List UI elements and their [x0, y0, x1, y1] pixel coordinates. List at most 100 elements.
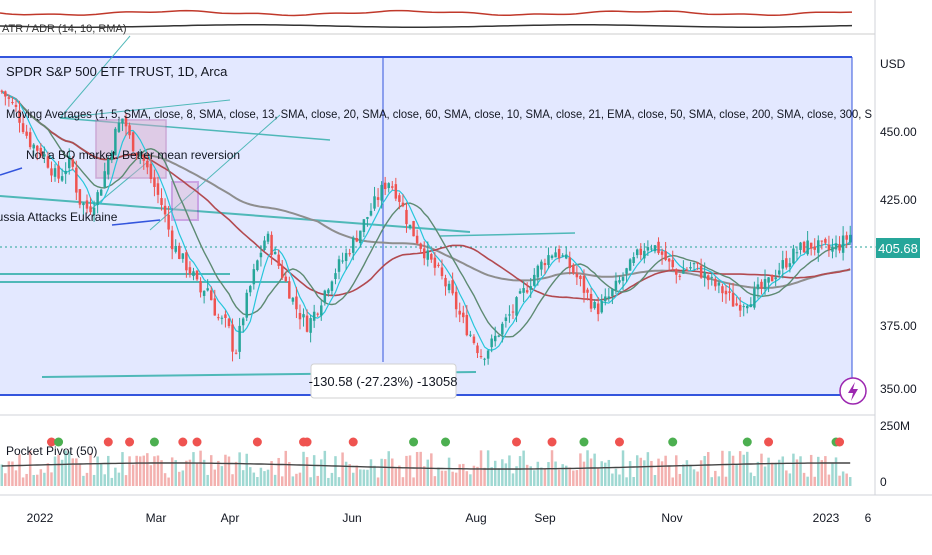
candle-body: [458, 310, 461, 315]
volume-bar: [593, 453, 596, 486]
candle-body: [774, 277, 777, 280]
volume-bar: [607, 459, 611, 486]
candle-body: [824, 238, 827, 243]
volume-bar: [483, 467, 486, 486]
candle-body: [163, 205, 167, 215]
candle-body: [7, 97, 11, 99]
candle-body: [447, 283, 451, 291]
volume-bar: [419, 451, 422, 486]
volume-bar: [75, 458, 78, 486]
trendline: [59, 99, 231, 119]
candle-body: [192, 271, 195, 277]
candle-body: [557, 249, 561, 259]
volume-bar: [18, 454, 21, 486]
pocket-pivot-dot: [302, 437, 312, 447]
volume-bar: [536, 461, 540, 486]
candle-body: [479, 356, 483, 358]
volume-bar: [657, 458, 660, 486]
candle-body: [39, 147, 43, 156]
candle-body: [817, 240, 820, 253]
time-axis: 2022 Mar Apr Jun Aug Sep Nov 2023 6: [27, 511, 872, 525]
volume-bar: [777, 459, 781, 486]
volume-bar: [206, 474, 209, 486]
candle-body: [309, 318, 312, 333]
candle-body: [799, 242, 802, 250]
volume-average-line: [1, 462, 851, 470]
pocket-pivot-dot: [764, 437, 774, 447]
candle-body: [657, 241, 660, 254]
volume-bar: [600, 461, 603, 486]
volume-bar: [167, 477, 170, 486]
volume-bar: [163, 473, 167, 486]
candle-body: [501, 323, 504, 335]
candle-body: [188, 267, 192, 274]
volume-bar: [60, 459, 64, 486]
candle-body: [476, 345, 479, 354]
candle-body: [124, 116, 128, 127]
candle-body: [103, 171, 106, 188]
candle-body: [256, 260, 259, 271]
volume-bar: [288, 462, 291, 486]
volume-bar: [284, 450, 288, 486]
candle-body: [596, 303, 600, 315]
candle-body: [550, 255, 554, 258]
candle-body: [405, 209, 408, 225]
candle-body: [316, 313, 319, 315]
volume-bar: [813, 476, 816, 486]
pocket-pivot-dot: [835, 437, 845, 447]
candle-body: [785, 258, 788, 268]
volume-bar: [39, 469, 43, 486]
volume-bar: [628, 461, 632, 486]
volume-bar: [838, 475, 841, 486]
volume-bar: [621, 450, 625, 486]
volume-bar: [444, 470, 447, 486]
candle-body: [167, 214, 170, 230]
volume-bar: [604, 462, 607, 486]
volume-bar: [114, 467, 117, 486]
candle-body: [792, 248, 795, 264]
candle-body: [160, 198, 163, 206]
volume-bar: [110, 477, 114, 486]
candle-body: [472, 336, 476, 344]
candle-body: [263, 240, 266, 251]
volume-bar: [543, 468, 547, 486]
candle-body: [4, 91, 7, 97]
volume-bar: [256, 477, 259, 486]
volume-bar: [21, 477, 25, 486]
pocket-pivot-dot: [252, 437, 262, 447]
time-tick: 2022: [27, 511, 54, 525]
volume-bar: [309, 477, 312, 486]
candle-body: [767, 277, 770, 283]
volume-bar: [28, 450, 32, 486]
candle-body: [721, 286, 724, 294]
volume-bar: [25, 473, 28, 486]
volume-bar: [280, 476, 284, 486]
volume-bar: [195, 462, 199, 486]
lightning-icon[interactable]: [839, 377, 867, 405]
volume-bar: [721, 450, 724, 486]
volume-bar: [344, 461, 348, 486]
volume-bar: [135, 455, 138, 486]
trendline: [0, 167, 23, 176]
candle-body: [60, 176, 64, 181]
candle-body: [667, 258, 671, 262]
volume-bar: [107, 455, 110, 486]
candle-body: [202, 290, 206, 296]
candle-body: [14, 104, 18, 107]
volume-bar: [781, 456, 785, 486]
volume-bar: [575, 470, 579, 486]
candle-body: [639, 248, 643, 255]
volume-bar: [472, 465, 476, 486]
candle-body: [312, 311, 316, 321]
moving-averages-legend: Moving Averages (1, 5, SMA, close, 8, SM…: [6, 107, 872, 121]
candle-body: [348, 253, 351, 255]
volume-bar: [351, 472, 355, 486]
horizontal-line: [439, 232, 576, 237]
candle-body: [334, 273, 337, 280]
candle-body: [838, 244, 841, 251]
candle-body: [415, 235, 419, 244]
volume-bar: [696, 471, 699, 486]
candle-body: [199, 281, 202, 293]
time-tick: Aug: [465, 511, 486, 525]
volume-bar: [249, 467, 252, 486]
